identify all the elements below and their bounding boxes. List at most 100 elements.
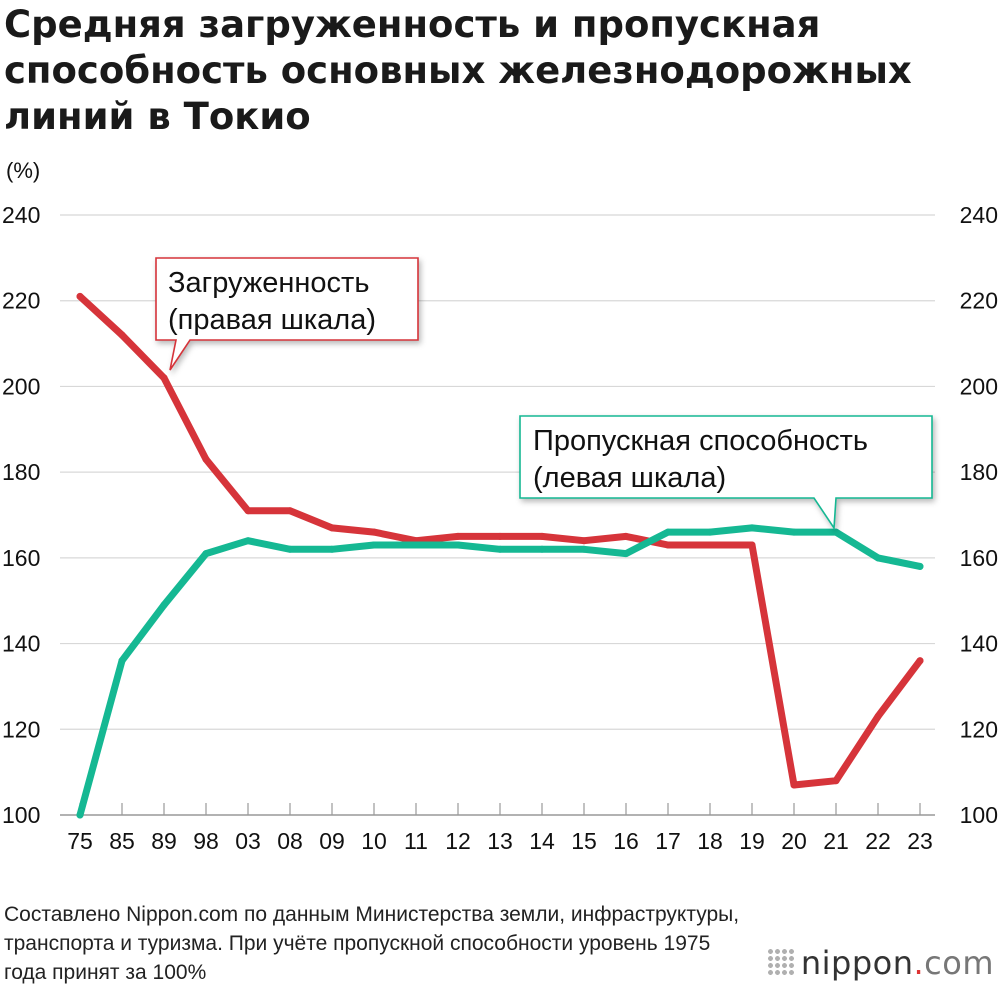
- nippon-logo[interactable]: nippon.com: [766, 944, 994, 982]
- x-tick-75: 75: [67, 828, 93, 854]
- capacity-point-08: [286, 545, 294, 553]
- y-tick-right-200: 200: [960, 373, 998, 399]
- logo-tld: com: [924, 944, 994, 982]
- y-axis-unit: (%): [6, 158, 41, 183]
- congestion-point-19: [748, 541, 756, 549]
- congestion-point-14: [538, 532, 546, 540]
- capacity-point-12: [454, 541, 462, 549]
- congestion-callout: Загруженность (правая шкала): [155, 257, 419, 371]
- y-tick-right-220: 220: [960, 288, 998, 314]
- capacity-point-16: [622, 550, 630, 558]
- series-lines: [76, 292, 924, 819]
- capacity-point-20: [790, 528, 798, 536]
- x-tick-15: 15: [571, 828, 597, 854]
- y-tick-right-180: 180: [960, 459, 998, 485]
- capacity-point-23: [916, 562, 924, 570]
- x-tick-23: 23: [907, 828, 933, 854]
- congestion-point-03: [244, 507, 252, 515]
- x-tick-19: 19: [739, 828, 765, 854]
- capacity-label-line1: Пропускная способность: [533, 425, 868, 457]
- x-tick-08: 08: [277, 828, 303, 854]
- y-tick-left-180: 180: [2, 459, 40, 485]
- capacity-point-89: [160, 601, 168, 609]
- congestion-label-line1: Загруженность: [168, 267, 369, 299]
- y-tick-left-240: 240: [2, 202, 40, 228]
- capacity-point-98: [202, 550, 210, 558]
- x-tick-14: 14: [529, 828, 555, 854]
- y-tick-left-120: 120: [2, 716, 40, 742]
- y-tick-right-240: 240: [960, 202, 998, 228]
- congestion-point-75: [76, 292, 84, 300]
- y-tick-left-200: 200: [2, 373, 40, 399]
- capacity-point-14: [538, 545, 546, 553]
- congestion-point-22: [874, 712, 882, 720]
- source-note: Составлено Nippon.com по данным Министер…: [4, 903, 740, 984]
- x-tick-21: 21: [823, 828, 849, 854]
- congestion-point-08: [286, 507, 294, 515]
- y-tick-left-220: 220: [2, 288, 40, 314]
- capacity-point-09: [328, 545, 336, 553]
- x-tick-17: 17: [655, 828, 681, 854]
- y-tick-left-100: 100: [2, 802, 40, 828]
- x-tick-13: 13: [487, 828, 513, 854]
- congestion-point-12: [454, 532, 462, 540]
- x-tick-22: 22: [865, 828, 891, 854]
- capacity-point-11: [412, 541, 420, 549]
- congestion-point-16: [622, 532, 630, 540]
- logo-name: nippon: [800, 944, 914, 982]
- congestion-point-20: [790, 781, 798, 789]
- y-tick-left-140: 140: [2, 631, 40, 657]
- dots-grid-icon: [766, 948, 795, 976]
- congestion-point-17: [664, 541, 672, 549]
- y-axis-left-ticks: 100 120 140 160 180 200 220 240: [2, 202, 40, 828]
- y-tick-right-100: 100: [960, 802, 998, 828]
- capacity-point-10: [370, 541, 378, 549]
- congestion-point-21: [832, 777, 840, 785]
- capacity-point-85: [118, 657, 126, 665]
- logo-dot: .: [913, 944, 925, 982]
- congestion-point-18: [706, 541, 714, 549]
- y-axis-right-ticks: 100 120 140 160 180 200 220 240: [960, 202, 998, 828]
- capacity-point-18: [706, 528, 714, 536]
- congestion-point-15: [580, 537, 588, 545]
- congestion-point-13: [496, 532, 504, 540]
- x-tick-89: 89: [151, 828, 177, 854]
- x-tick-16: 16: [613, 828, 639, 854]
- capacity-callout: Пропускная способность (левая шкала): [519, 415, 933, 531]
- congestion-point-89: [160, 374, 168, 382]
- x-tick-10: 10: [361, 828, 387, 854]
- congestion-point-23: [916, 657, 924, 665]
- x-tick-09: 09: [319, 828, 345, 854]
- capacity-label-line2: (левая шкала): [533, 462, 726, 494]
- x-tick-20: 20: [781, 828, 807, 854]
- x-tick-12: 12: [445, 828, 471, 854]
- capacity-point-75: [76, 811, 84, 819]
- capacity-callout-box: [519, 415, 933, 531]
- congestion-point-85: [118, 331, 126, 339]
- y-tick-right-140: 140: [960, 631, 998, 657]
- x-tick-18: 18: [697, 828, 723, 854]
- y-tick-right-160: 160: [960, 545, 998, 571]
- capacity-point-03: [244, 537, 252, 545]
- capacity-point-15: [580, 545, 588, 553]
- x-tick-03: 03: [235, 828, 261, 854]
- x-tick-85: 85: [109, 828, 135, 854]
- congestion-point-10: [370, 528, 378, 536]
- y-tick-right-120: 120: [960, 716, 998, 742]
- congestion-point-09: [328, 524, 336, 532]
- x-tick-98: 98: [193, 828, 219, 854]
- congestion-point-98: [202, 455, 210, 463]
- congestion-line: [76, 292, 924, 789]
- capacity-point-13: [496, 545, 504, 553]
- congestion-callout-box: [155, 257, 419, 371]
- capacity-point-22: [874, 554, 882, 562]
- x-tick-11: 11: [404, 828, 428, 854]
- capacity-point-19: [748, 524, 756, 532]
- chart-title: Средняя загруженность и пропускная спосо…: [4, 3, 912, 138]
- y-tick-left-160: 160: [2, 545, 40, 571]
- congestion-label-line2: (правая шкала): [168, 304, 376, 336]
- capacity-point-17: [664, 528, 672, 536]
- x-axis-ticks: 75 85 89 98 03 08 09 10 11 12 13 14 15 16 17 18 19 20 21 22…: [67, 803, 933, 854]
- capacity-point-21: [832, 528, 840, 536]
